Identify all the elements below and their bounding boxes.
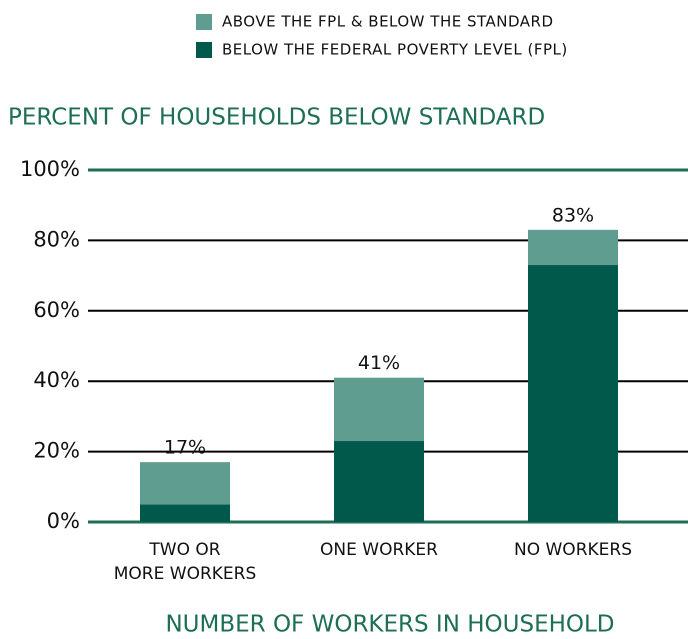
y-tick-label: 80% [33, 227, 80, 251]
y-tick-label: 60% [33, 298, 80, 322]
bar-segment [140, 504, 230, 522]
chart-title: PERCENT OF HOUSEHOLDS BELOW STANDARD [8, 105, 545, 131]
legend-swatch [196, 42, 212, 58]
x-axis-title: NUMBER OF WORKERS IN HOUSEHOLD [165, 612, 614, 638]
legend-label: ABOVE THE FPL & BELOW THE STANDARD [222, 13, 554, 31]
data-label: 41% [358, 352, 400, 374]
bar-segment [334, 441, 424, 522]
data-label: 83% [552, 204, 594, 226]
legend-swatch [196, 14, 212, 30]
y-tick-label: 20% [33, 439, 80, 463]
x-tick-label: NO WORKERS [514, 540, 632, 560]
bar-segment [140, 462, 230, 505]
bar-segment [528, 265, 618, 522]
bar-segment [528, 229, 618, 266]
y-tick-label: 40% [33, 368, 80, 392]
data-label: 17% [164, 437, 206, 459]
x-tick-label: TWO OR MORE WORKERS [113, 540, 257, 584]
legend-label: BELOW THE FEDERAL POVERTY LEVEL (FPL) [222, 41, 568, 59]
x-tick-label: ONE WORKER [320, 540, 438, 560]
y-tick-label: 100% [20, 157, 80, 181]
bar-segment [334, 377, 424, 442]
y-tick-label: 0% [47, 509, 80, 533]
